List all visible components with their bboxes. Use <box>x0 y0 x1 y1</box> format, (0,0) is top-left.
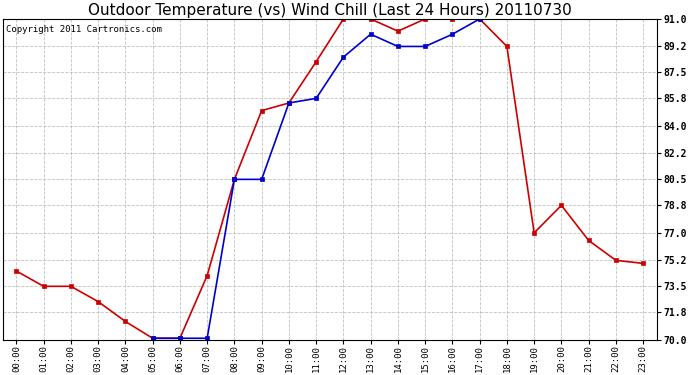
Text: Copyright 2011 Cartronics.com: Copyright 2011 Cartronics.com <box>6 26 162 34</box>
Title: Outdoor Temperature (vs) Wind Chill (Last 24 Hours) 20110730: Outdoor Temperature (vs) Wind Chill (Las… <box>88 3 571 18</box>
